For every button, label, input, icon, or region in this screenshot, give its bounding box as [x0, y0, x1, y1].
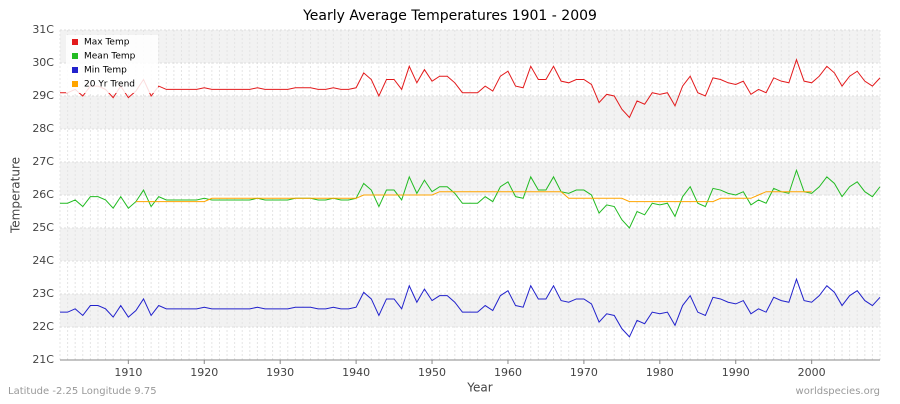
y-tick-label: 25C	[32, 221, 54, 234]
plot-area	[59, 29, 881, 361]
y-tick-label: 27C	[32, 155, 54, 168]
x-tick-label: 2000	[798, 366, 826, 379]
series-line	[60, 168, 881, 229]
y-axis-label: Temperature	[9, 157, 23, 234]
series-line	[135, 191, 812, 203]
x-tick-label: 1920	[190, 366, 218, 379]
legend-label: Mean Temp	[84, 52, 136, 62]
chart-title: Yearly Average Temperatures 1901 - 2009	[302, 8, 597, 24]
grid-band	[60, 228, 880, 261]
y-tick-label: 23C	[32, 287, 54, 300]
y-tick-label: 22C	[32, 320, 54, 333]
footer-source: worldspecies.org	[796, 386, 880, 397]
legend-label: Max Temp	[84, 38, 130, 48]
y-tick-label: 24C	[32, 254, 54, 267]
legend-swatch	[72, 67, 78, 73]
legend-background	[66, 35, 158, 93]
legend-label: 20 Yr Trend	[84, 80, 135, 90]
x-tick-label: 1940	[342, 366, 370, 379]
x-tick-label: 1990	[722, 366, 750, 379]
y-tick-label: 29C	[32, 89, 54, 102]
y-tick-label: 30C	[32, 56, 54, 69]
y-tick-label: 26C	[32, 188, 54, 201]
y-tick-label: 21C	[32, 353, 54, 366]
x-tick-label: 1970	[570, 366, 598, 379]
x-tick-label: 1980	[646, 366, 674, 379]
series-line	[60, 58, 881, 119]
grid-band	[60, 96, 880, 129]
series-line	[60, 277, 881, 338]
footer-location: Latitude -2.25 Longitude 9.75	[8, 386, 157, 397]
x-axis-label: Year	[466, 381, 492, 395]
x-tick-label: 1910	[114, 366, 142, 379]
y-tick-label: 28C	[32, 122, 54, 135]
y-tick-label: 31C	[32, 23, 54, 36]
legend-swatch	[72, 53, 78, 59]
legend-swatch	[72, 81, 78, 87]
legend-swatch	[72, 39, 78, 45]
x-tick-label: 1930	[266, 366, 294, 379]
legend-label: Min Temp	[84, 66, 127, 76]
legend: Max Temp Mean Temp Min Temp 20 Yr Trend	[66, 35, 158, 93]
x-tick-label: 1950	[418, 366, 446, 379]
x-tick-label: 1960	[494, 366, 522, 379]
